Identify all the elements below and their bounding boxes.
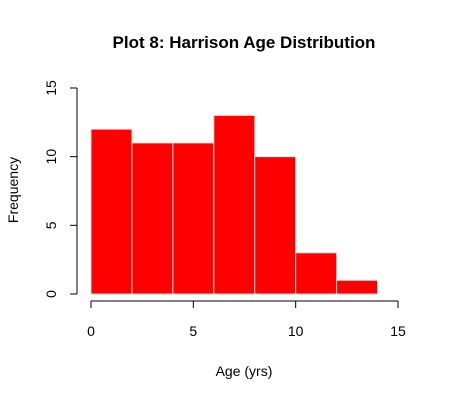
y-tick-label-2: 10 xyxy=(43,149,59,165)
histogram-bar-1 xyxy=(131,142,174,295)
histogram-bar-6 xyxy=(336,279,379,295)
y-tick-label-3: 15 xyxy=(43,80,59,96)
y-axis-label: Frequency xyxy=(5,157,21,223)
x-tick-label-1: 5 xyxy=(189,323,197,339)
x-axis-label: Age (yrs) xyxy=(216,363,273,379)
histogram-bar-2 xyxy=(172,142,215,295)
y-axis: 0 5 10 15 xyxy=(43,80,78,298)
y-tick-label-1: 5 xyxy=(43,221,59,229)
histogram-bar-3 xyxy=(213,114,256,295)
histogram-bar-4 xyxy=(254,156,297,295)
x-tick-label-2: 10 xyxy=(288,323,304,339)
chart-title: Plot 8: Harrison Age Distribution xyxy=(113,33,376,52)
histogram-bar-5 xyxy=(295,252,338,295)
y-tick-label-0: 0 xyxy=(43,290,59,298)
bars-group xyxy=(90,114,379,295)
x-tick-label-3: 15 xyxy=(390,323,406,339)
x-tick-label-0: 0 xyxy=(87,323,95,339)
histogram-bar-0 xyxy=(90,128,133,295)
x-axis: 0 5 10 15 xyxy=(87,300,406,339)
